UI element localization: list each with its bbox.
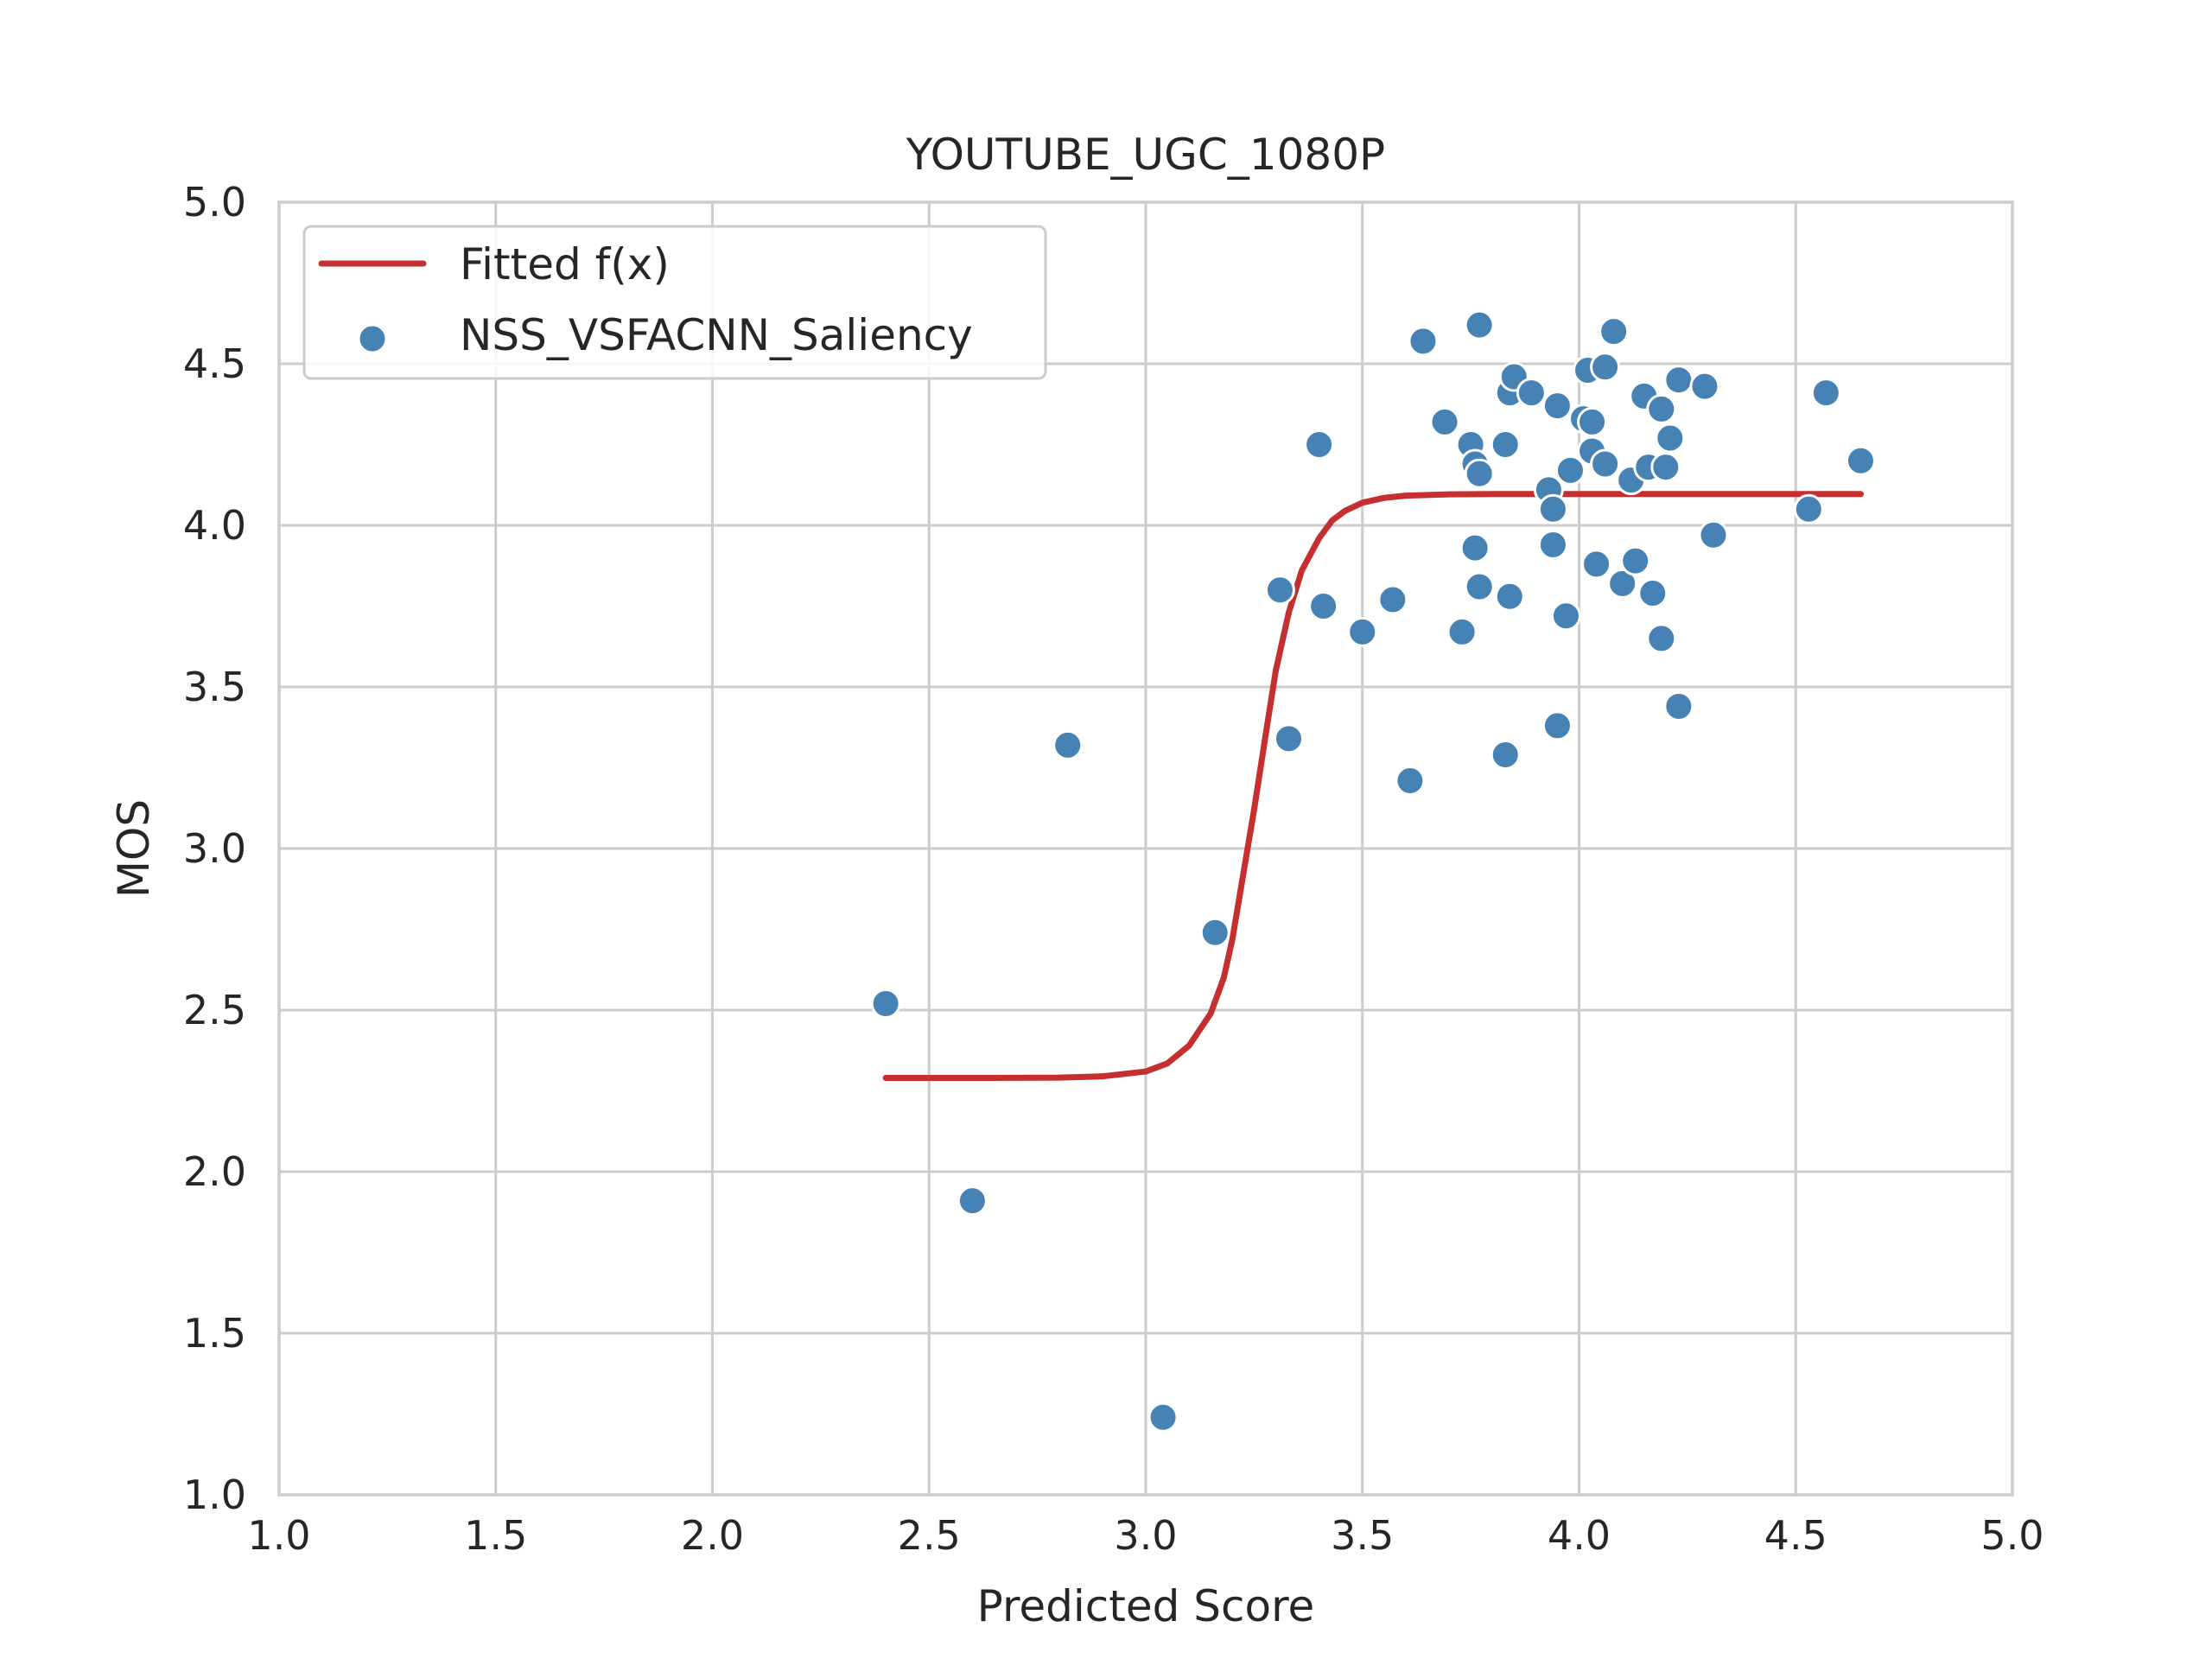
data-point xyxy=(1429,406,1460,437)
y-tick-label: 4.0 xyxy=(183,502,246,549)
data-point xyxy=(1408,326,1439,357)
data-point xyxy=(1554,454,1586,486)
grid xyxy=(277,200,2014,1497)
data-point xyxy=(1620,545,1651,576)
data-point xyxy=(870,988,901,1020)
data-point xyxy=(1646,623,1677,654)
legend-box xyxy=(302,225,1047,380)
data-point xyxy=(1590,448,1621,480)
data-point xyxy=(1689,371,1720,402)
x-tick-label: 2.5 xyxy=(898,1512,961,1559)
y-tick-label: 5.0 xyxy=(183,179,246,226)
x-tick-label: 1.5 xyxy=(464,1512,527,1559)
legend: Fitted f(x) NSS_VSFACNN_Saliency xyxy=(302,225,1047,380)
data-point xyxy=(957,1185,988,1217)
data-point xyxy=(1464,309,1495,340)
data-point xyxy=(1663,365,1694,396)
y-tick-label: 1.0 xyxy=(183,1471,246,1518)
chart-title: YOUTUBE_UGC_1080P xyxy=(906,130,1385,180)
data-point xyxy=(1650,452,1681,483)
data-point xyxy=(1377,584,1408,615)
data-point xyxy=(1464,458,1495,489)
data-point xyxy=(1395,765,1426,796)
data-point xyxy=(1494,581,1525,612)
legend-points-label: NSS_VSFACNN_Saliency xyxy=(460,310,973,360)
y-tick-label: 2.0 xyxy=(183,1148,246,1195)
data-point xyxy=(1637,578,1669,609)
data-point xyxy=(1537,529,1568,560)
data-point xyxy=(1577,406,1608,437)
data-point xyxy=(1607,568,1638,599)
x-tick-label: 1.0 xyxy=(247,1512,310,1559)
legend-fit-label: Fitted f(x) xyxy=(460,239,670,289)
data-point xyxy=(1541,391,1573,422)
plot-area-frame xyxy=(277,200,2014,1497)
x-tick-label: 3.5 xyxy=(1331,1512,1394,1559)
data-point xyxy=(1655,423,1686,454)
data-point xyxy=(1646,393,1677,424)
y-tick-label: 2.5 xyxy=(183,987,246,1033)
x-tick-label: 3.0 xyxy=(1114,1512,1177,1559)
data-point xyxy=(1308,591,1339,621)
data-point xyxy=(1845,445,1876,476)
data-point xyxy=(1347,616,1378,647)
data-point xyxy=(1537,493,1568,524)
data-point xyxy=(1264,575,1295,606)
data-point xyxy=(1541,710,1573,741)
data-point xyxy=(1581,549,1612,580)
fitted-curve xyxy=(882,491,1864,1082)
data-point xyxy=(1446,616,1478,647)
data-point xyxy=(1304,429,1335,460)
y-tick-label: 3.5 xyxy=(183,664,246,710)
data-point xyxy=(1147,1402,1179,1433)
data-point xyxy=(1590,352,1621,383)
data-point xyxy=(1698,519,1729,550)
data-point xyxy=(1052,729,1084,760)
data-point xyxy=(1810,378,1841,409)
data-point xyxy=(1490,429,1521,460)
x-tick-label: 4.0 xyxy=(1548,1512,1611,1559)
data-point xyxy=(1599,316,1630,347)
y-tick-label: 3.0 xyxy=(183,825,246,872)
y-axis-label: MOS xyxy=(109,799,159,898)
data-point xyxy=(1793,493,1824,524)
data-point xyxy=(1663,690,1694,721)
data-point xyxy=(1459,532,1491,563)
data-point xyxy=(1490,740,1521,771)
data-point xyxy=(1464,571,1495,602)
tick-labels: 1.0 1.5 2.0 2.5 3.0 3.5 4.0 4.5 5.0 1.0 1.5 2.0 2.5 3… xyxy=(183,179,2044,1559)
x-tick-label: 5.0 xyxy=(1980,1512,2044,1559)
y-tick-label: 1.5 xyxy=(183,1310,246,1357)
x-axis-label: Predicted Score xyxy=(977,1581,1315,1631)
legend-points-swatch xyxy=(357,323,388,354)
y-tick-label: 4.5 xyxy=(183,340,246,387)
data-point xyxy=(1550,601,1581,632)
data-point xyxy=(1273,723,1304,754)
data-point xyxy=(1516,378,1547,409)
scatter-points xyxy=(870,309,1876,1433)
x-tick-label: 4.5 xyxy=(1764,1512,1827,1559)
x-tick-label: 2.0 xyxy=(681,1512,744,1559)
data-point xyxy=(1199,917,1230,948)
